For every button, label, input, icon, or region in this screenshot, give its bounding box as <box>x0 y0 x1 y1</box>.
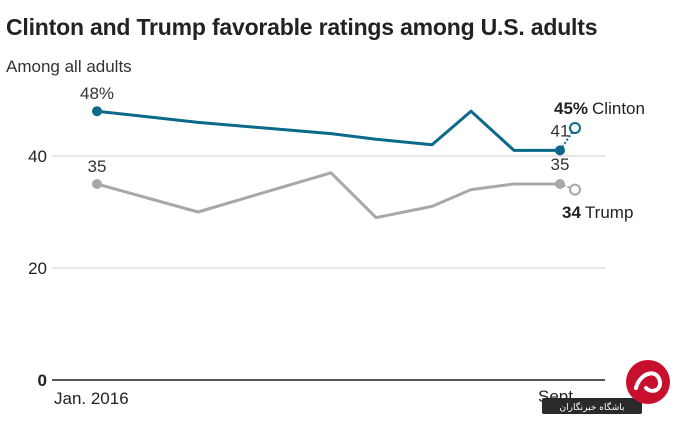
y-tick-label-20: 20 <box>28 259 47 278</box>
y-tick-label-0: 0 <box>38 371 47 390</box>
y-tick-label-40: 40 <box>28 147 47 166</box>
clinton-point-latest <box>569 122 581 134</box>
x-tick-labels: Jan. 2016 Sept. <box>54 387 578 408</box>
chart-title: Clinton and Trump favorable ratings amon… <box>6 14 598 40</box>
x-tick-label-jan-2016: Jan. 2016 <box>54 389 129 408</box>
clinton-label-first: 48% <box>80 84 114 103</box>
series-lines <box>96 109 576 220</box>
clinton-latest-label: 45% Clinton <box>554 99 645 118</box>
trump-legend-name: Trump <box>585 203 634 222</box>
watermark-logo: باشگاه خبرنگاران <box>540 358 677 416</box>
trump-point-latest <box>569 183 581 196</box>
clinton-point-first <box>92 106 102 117</box>
trump-point-first <box>92 179 102 189</box>
logo-swirl-icon <box>634 371 663 393</box>
clinton-series-line <box>96 109 560 152</box>
clinton-legend-name: Clinton <box>592 99 645 118</box>
trump-latest-value: 34 <box>562 203 581 222</box>
chart-subtitle: Among all adults <box>6 57 132 76</box>
clinton-label-last-poll: 41 <box>551 121 570 140</box>
y-tick-labels: 0 20 40 <box>28 147 47 390</box>
series-points <box>92 106 581 196</box>
grid-lines <box>52 155 605 381</box>
trump-series-line <box>96 171 560 220</box>
trump-point-last <box>555 179 565 189</box>
data-labels: 48% 41 45% Clinton 35 35 34 Trump <box>80 84 645 222</box>
clinton-point-last <box>555 145 565 156</box>
watermark-text: باشگاه خبرنگاران <box>560 401 625 413</box>
trump-label-first: 35 <box>88 157 107 176</box>
trump-latest-label: 34 Trump <box>562 203 633 222</box>
clinton-latest-value: 45% <box>554 99 588 118</box>
trump-label-last-poll: 35 <box>551 155 570 174</box>
